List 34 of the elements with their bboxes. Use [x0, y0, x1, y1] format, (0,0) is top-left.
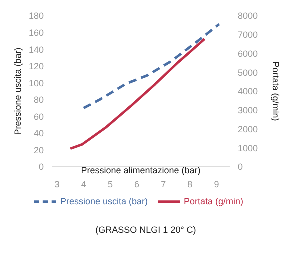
- x-tick-label: 6: [134, 179, 140, 190]
- x-axis-title: Pressione alimentazione (bar): [81, 165, 201, 176]
- x-tick-label: 8: [188, 179, 193, 190]
- line-series: [82, 23, 221, 110]
- y2-tick-label: 7000: [238, 30, 258, 40]
- line-series: [69, 38, 206, 150]
- y-tick-label: 180: [28, 11, 44, 22]
- y2-tick-label: 0: [238, 162, 244, 172]
- y-tick-label: 0: [38, 162, 44, 172]
- y2-tick-label: 4000: [238, 86, 258, 97]
- y-tick-label: 20: [34, 145, 44, 156]
- y2-tick-label: 2000: [238, 124, 258, 134]
- legend-label: Portata (g/min): [184, 196, 244, 206]
- x-tick-label: 5: [108, 179, 113, 190]
- x-tick-label: 4: [81, 179, 86, 190]
- x-tick-label: 3: [54, 179, 60, 190]
- y2-axis-title: Portata (g/min): [270, 62, 281, 122]
- y-tick-label: 100: [28, 78, 44, 88]
- y-tick-label: 60: [34, 112, 44, 122]
- y-tick-label: 40: [34, 128, 44, 139]
- y-tick-label: 160: [28, 28, 44, 38]
- legend-label: Pressione uscita (bar): [60, 196, 148, 206]
- y2-tick-label: 5000: [238, 68, 258, 78]
- text: (GRASSO NLGI 1 20° C): [94, 225, 198, 235]
- y2-tick-label: 8000: [238, 11, 258, 22]
- y-axis-title: Pressione uscita (bar): [13, 48, 24, 136]
- y2-tick-label: 3000: [238, 106, 258, 116]
- y-tick-label: 120: [28, 62, 44, 72]
- x-tick-label: 7: [161, 179, 166, 190]
- y2-tick-label: 1000: [238, 143, 258, 154]
- y-tick-label: 80: [34, 95, 44, 106]
- y2-tick-label: 6000: [238, 48, 258, 59]
- y-tick-label: 140: [28, 44, 44, 55]
- x-tick-label: 9: [214, 179, 220, 190]
